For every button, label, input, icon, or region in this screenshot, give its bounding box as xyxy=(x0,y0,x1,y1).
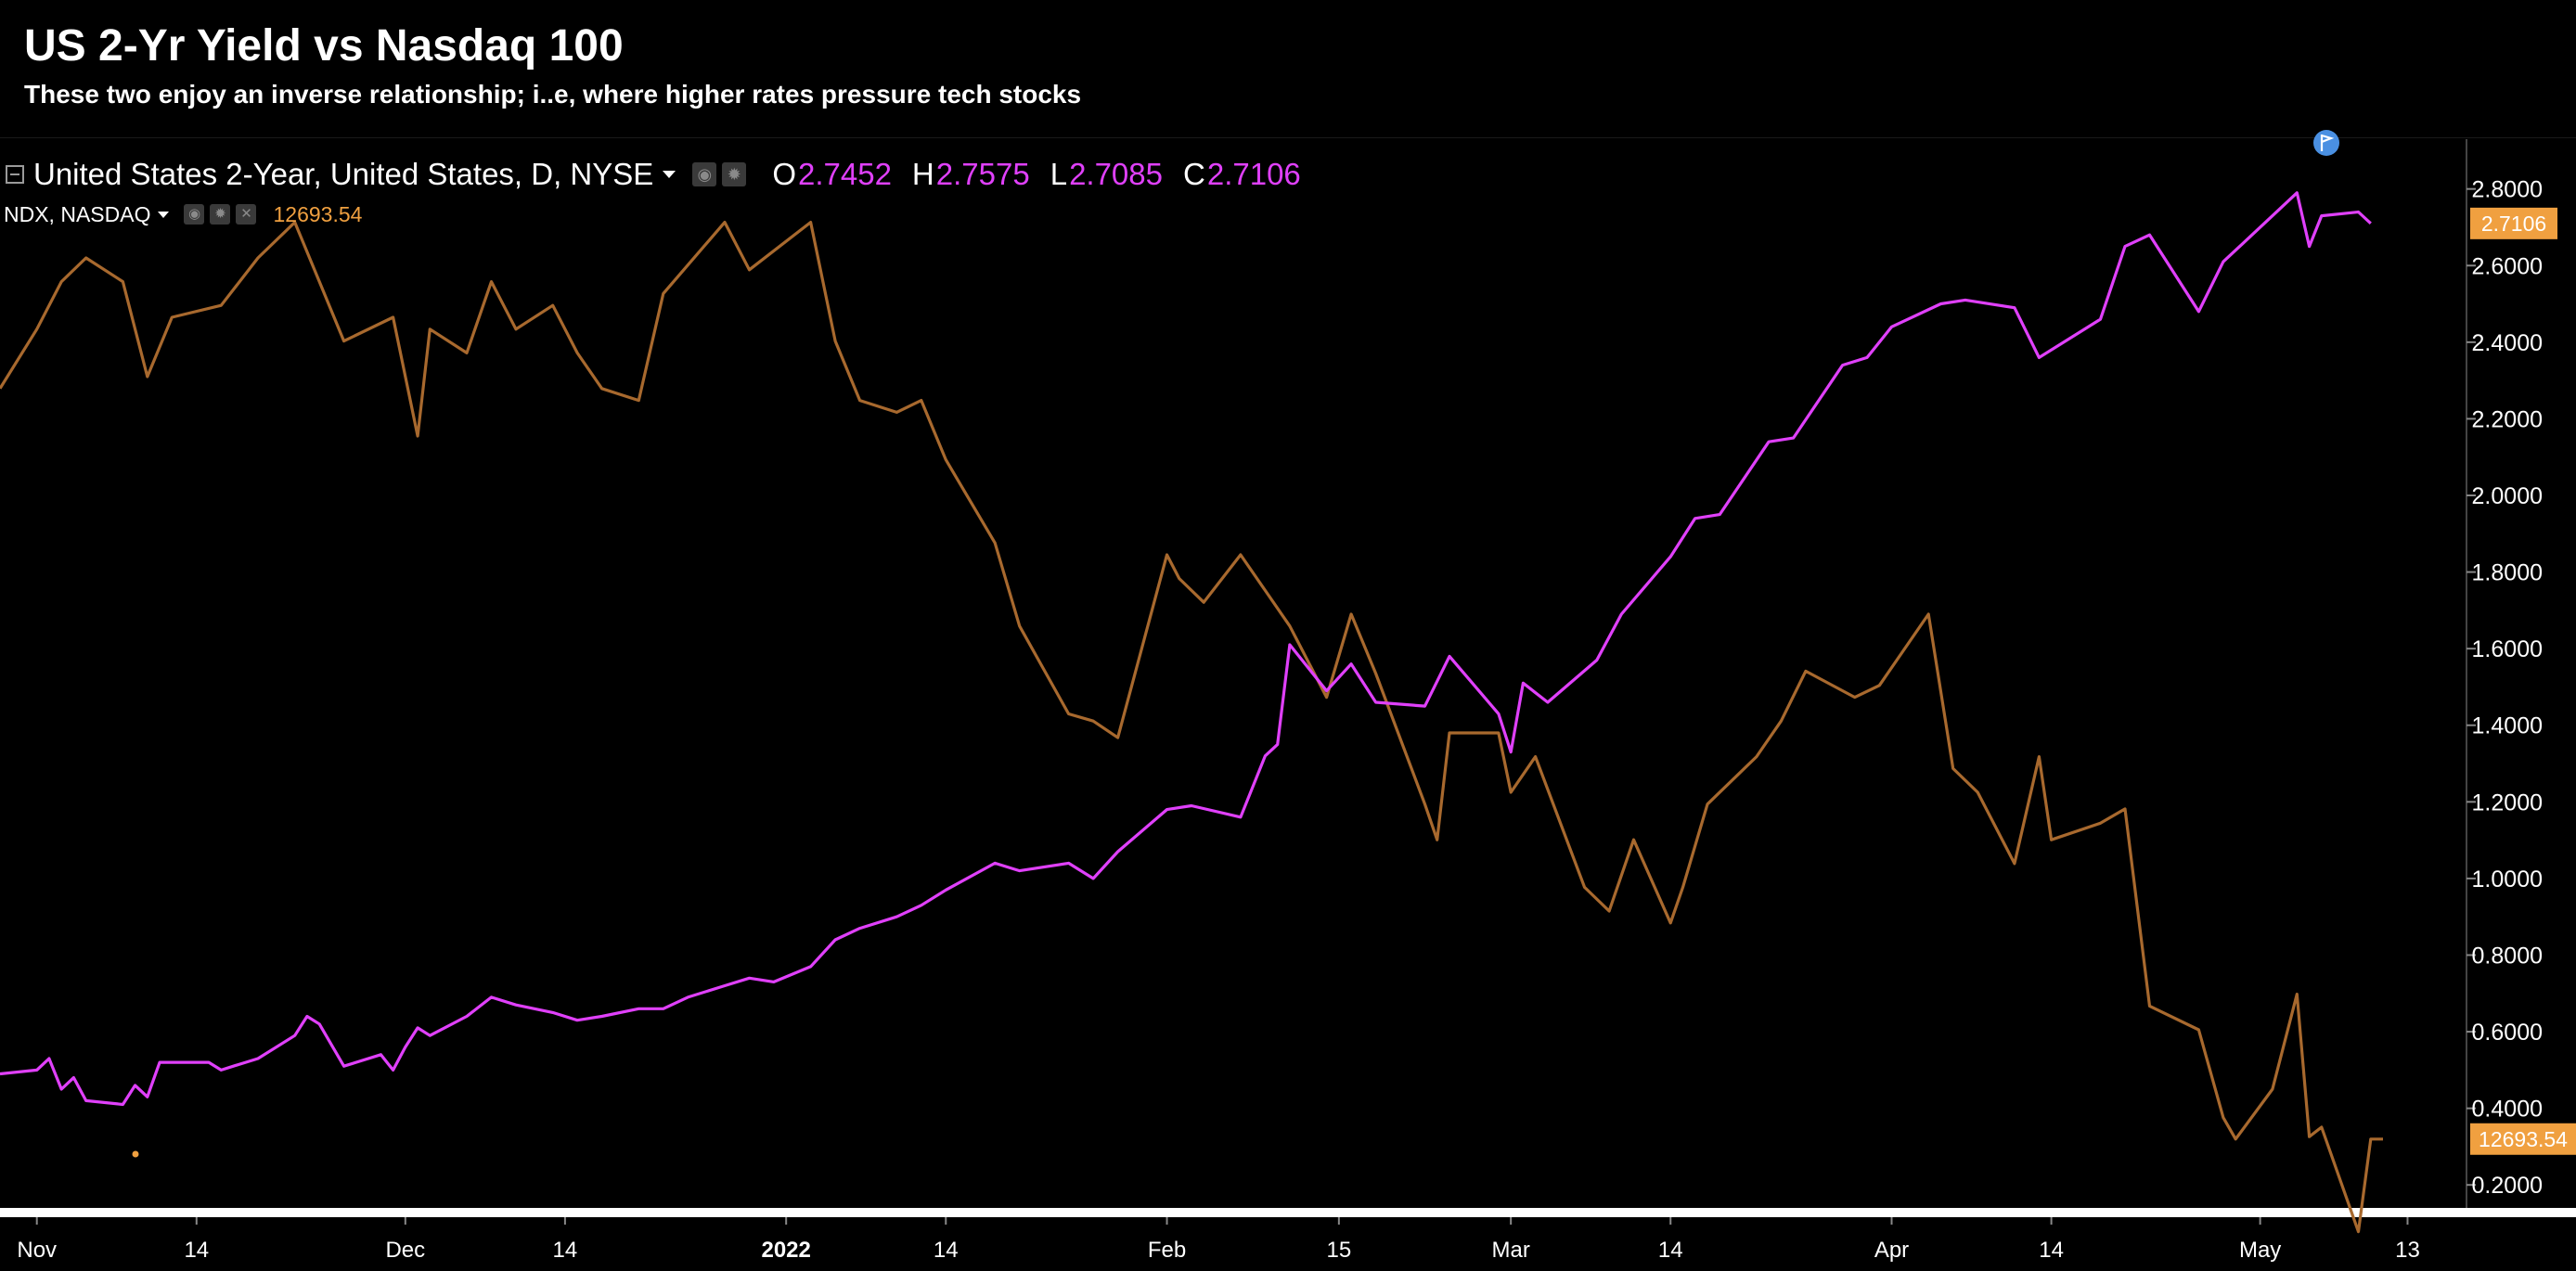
y-tick-label: 1.0000 xyxy=(2472,867,2543,892)
yield-series-line xyxy=(0,191,2372,1107)
x-tick-label: Feb xyxy=(1148,1238,1186,1263)
secondary-series-legend[interactable]: NDX, NASDAQ ◉ ✹ ✕ 12693.54 xyxy=(0,200,362,228)
high-value: 2.7575 xyxy=(935,157,1030,191)
yield-last-value-label: 2.7106 xyxy=(2481,212,2546,236)
x-tick-label: Nov xyxy=(17,1238,57,1263)
x-tick-label: 14 xyxy=(1658,1238,1683,1263)
x-tick-label: 14 xyxy=(184,1238,209,1263)
gear-icon[interactable]: ✹ xyxy=(722,162,747,186)
x-tick-label: 14 xyxy=(553,1238,578,1263)
y-tick-label: 2.2000 xyxy=(2472,406,2543,432)
close-key: C xyxy=(1183,157,1205,191)
y-tick-label: 0.2000 xyxy=(2472,1173,2543,1199)
y-tick-label: 0.8000 xyxy=(2472,943,2543,969)
secondary-series-value: 12693.54 xyxy=(273,201,363,226)
primary-series-name[interactable]: United States 2-Year, United States, D, … xyxy=(33,157,654,191)
x-tick-label: 14 xyxy=(934,1238,959,1263)
flag-icon xyxy=(2313,130,2339,156)
low-value: 2.7085 xyxy=(1069,157,1163,191)
x-tick-label: 13 xyxy=(2395,1238,2420,1263)
y-tick-label: 1.2000 xyxy=(2472,790,2543,815)
y-tick-label: 0.4000 xyxy=(2472,1097,2543,1123)
close-icon[interactable]: ✕ xyxy=(236,204,257,225)
x-tick-label: 2022 xyxy=(761,1238,810,1263)
ndx-series-line xyxy=(0,221,2383,1234)
dropdown-caret-icon[interactable] xyxy=(663,171,676,178)
x-tick-label: Apr xyxy=(1874,1238,1909,1263)
open-key: O xyxy=(772,157,796,191)
chart-title: US 2-Yr Yield vs Nasdaq 100 xyxy=(24,21,624,71)
ndx-point-marker xyxy=(132,1150,139,1158)
x-tick-label: May xyxy=(2239,1238,2281,1263)
y-tick-label: 2.6000 xyxy=(2472,253,2543,279)
ndx-last-value-badge xyxy=(2470,1123,2576,1155)
open-value: 2.7452 xyxy=(797,157,892,191)
header-divider xyxy=(0,137,2576,138)
chart-header: US 2-Yr Yield vs Nasdaq 100 These two en… xyxy=(0,0,2576,137)
high-key: H xyxy=(911,157,934,191)
y-tick-label: 1.6000 xyxy=(2472,636,2543,662)
x-axis-separator xyxy=(0,1208,2576,1217)
x-tick-label: 14 xyxy=(2039,1238,2064,1263)
y-tick-label: 0.6000 xyxy=(2472,1020,2543,1046)
dropdown-caret-icon[interactable] xyxy=(158,211,170,218)
gear-icon[interactable]: ✹ xyxy=(210,204,231,225)
x-tick-label: Mar xyxy=(1491,1238,1529,1263)
chart-subtitle: These two enjoy an inverse relationship;… xyxy=(24,80,1082,109)
yield-last-value-badge xyxy=(2470,207,2557,239)
x-tick-label: 15 xyxy=(1326,1238,1351,1263)
eye-icon[interactable]: ◉ xyxy=(692,162,717,186)
y-tick-label: 2.4000 xyxy=(2472,330,2543,356)
y-tick-label: 2.8000 xyxy=(2472,177,2543,203)
y-tick-label: 1.4000 xyxy=(2472,713,2543,739)
eye-icon[interactable]: ◉ xyxy=(184,204,205,225)
flag-glyph xyxy=(2320,134,2335,151)
y-tick-label: 1.8000 xyxy=(2472,560,2543,586)
secondary-series-name[interactable]: NDX, NASDAQ xyxy=(4,201,151,226)
x-tick-label: Dec xyxy=(385,1238,425,1263)
low-key: L xyxy=(1050,157,1068,191)
y-tick-label: 2.0000 xyxy=(2472,483,2543,509)
close-value: 2.7106 xyxy=(1206,157,1301,191)
collapse-icon[interactable] xyxy=(6,165,24,184)
ndx-last-value-label: 12693.54 xyxy=(2479,1127,2568,1151)
primary-series-legend[interactable]: United States 2-Year, United States, D, … xyxy=(0,154,1301,195)
